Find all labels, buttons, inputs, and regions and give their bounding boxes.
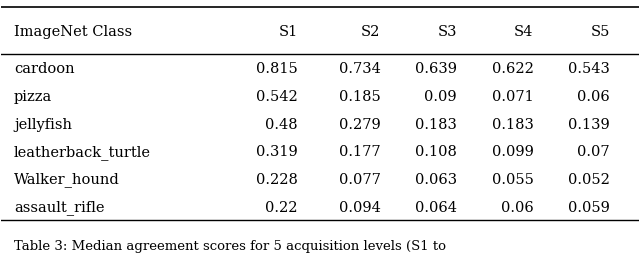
Text: 0.815: 0.815 bbox=[256, 62, 298, 76]
Text: 0.071: 0.071 bbox=[492, 90, 534, 104]
Text: 0.055: 0.055 bbox=[492, 173, 534, 187]
Text: 0.06: 0.06 bbox=[500, 201, 534, 215]
Text: 0.734: 0.734 bbox=[339, 62, 381, 76]
Text: 0.22: 0.22 bbox=[265, 201, 298, 215]
Text: Walker_hound: Walker_hound bbox=[14, 172, 120, 187]
Text: S4: S4 bbox=[514, 25, 534, 39]
Text: 0.279: 0.279 bbox=[339, 118, 381, 132]
Text: 0.099: 0.099 bbox=[492, 145, 534, 159]
Text: 0.077: 0.077 bbox=[339, 173, 381, 187]
Text: leatherback_turtle: leatherback_turtle bbox=[14, 145, 151, 160]
Text: Table 3: Median agreement scores for 5 acquisition levels (S1 to: Table 3: Median agreement scores for 5 a… bbox=[14, 240, 446, 253]
Text: S2: S2 bbox=[361, 25, 381, 39]
Text: 0.48: 0.48 bbox=[265, 118, 298, 132]
Text: assault_rifle: assault_rifle bbox=[14, 200, 104, 215]
Text: 0.094: 0.094 bbox=[339, 201, 381, 215]
Text: jellyfish: jellyfish bbox=[14, 118, 72, 132]
Text: 0.177: 0.177 bbox=[339, 145, 381, 159]
Text: 0.639: 0.639 bbox=[415, 62, 457, 76]
Text: 0.183: 0.183 bbox=[415, 118, 457, 132]
Text: 0.542: 0.542 bbox=[256, 90, 298, 104]
Text: 0.063: 0.063 bbox=[415, 173, 457, 187]
Text: 0.052: 0.052 bbox=[568, 173, 610, 187]
Text: cardoon: cardoon bbox=[14, 62, 75, 76]
Text: 0.064: 0.064 bbox=[415, 201, 457, 215]
Text: 0.228: 0.228 bbox=[256, 173, 298, 187]
Text: 0.185: 0.185 bbox=[339, 90, 381, 104]
Text: 0.139: 0.139 bbox=[568, 118, 610, 132]
Text: 0.622: 0.622 bbox=[492, 62, 534, 76]
Text: 0.108: 0.108 bbox=[415, 145, 457, 159]
Text: 0.319: 0.319 bbox=[256, 145, 298, 159]
Text: 0.09: 0.09 bbox=[424, 90, 457, 104]
Text: S5: S5 bbox=[591, 25, 610, 39]
Text: 0.059: 0.059 bbox=[568, 201, 610, 215]
Text: 0.183: 0.183 bbox=[492, 118, 534, 132]
Text: 0.543: 0.543 bbox=[568, 62, 610, 76]
Text: S3: S3 bbox=[438, 25, 457, 39]
Text: ImageNet Class: ImageNet Class bbox=[14, 25, 132, 39]
Text: 0.07: 0.07 bbox=[577, 145, 610, 159]
Text: 0.06: 0.06 bbox=[577, 90, 610, 104]
Text: S1: S1 bbox=[278, 25, 298, 39]
Text: pizza: pizza bbox=[14, 90, 52, 104]
